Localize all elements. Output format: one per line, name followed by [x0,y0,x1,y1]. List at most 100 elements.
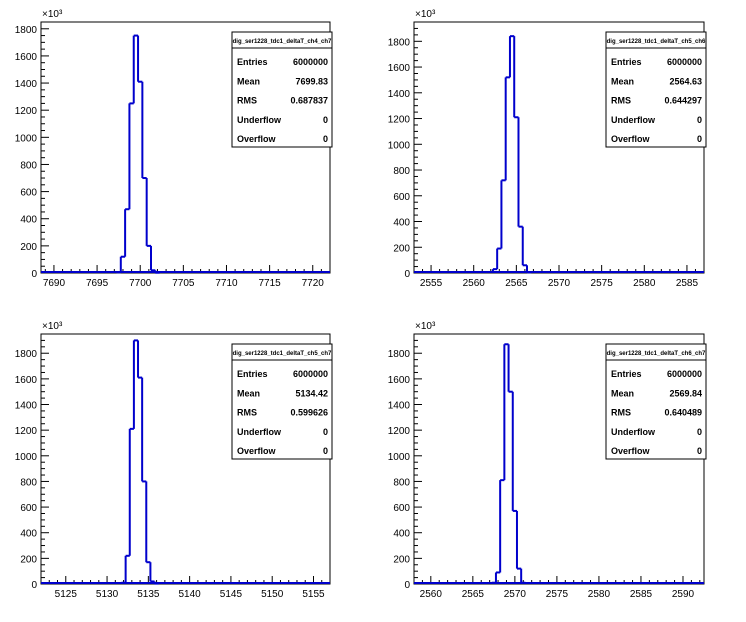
stats-label: Entries [611,57,642,67]
y-tick-label: 800 [393,477,410,488]
x-tick-label: 5145 [220,589,243,600]
stats-label: Underflow [237,427,282,437]
stats-label: Overflow [237,446,277,456]
x-tick-label: 7720 [302,278,325,289]
stats-value: 0.687837 [290,96,328,106]
x-tick-label: 2575 [591,278,614,289]
x-tick-label: 5150 [261,589,284,600]
stats-box [605,31,707,148]
x-tick-label: 7690 [43,278,66,289]
stats-label: Mean [611,388,634,398]
y-tick-label: 1400 [388,401,411,412]
x-tick-label: 2590 [672,589,695,600]
y-tick-label: 200 [20,242,37,253]
x-tick-label: 2575 [546,589,569,600]
stats-label: Underflow [611,427,656,437]
x-tick-label: 5135 [137,589,160,600]
y-tick-label: 1200 [388,426,411,437]
histogram-panel: 0 200 400 600 800 1000 1200 1400 1600 1800 5125 513… [15,321,333,600]
stats-value: 6000000 [667,369,702,379]
x-tick-label: 2580 [633,278,656,289]
y-tick-label: 1000 [388,140,411,151]
stats-box [231,343,333,460]
stats-label: Mean [237,388,260,398]
stats-label: Entries [237,57,268,67]
y-tick-label: 200 [393,554,410,565]
y-tick-label: 400 [393,218,410,229]
stats-value: 0.599626 [290,408,328,418]
stats-value: 0 [323,134,328,144]
y-tick-label: 1200 [15,426,38,437]
y-tick-label: 0 [31,269,37,280]
x-tick-label: 5140 [179,589,202,600]
x-tick-label: 2565 [462,589,485,600]
x-tick-label: 2580 [588,589,611,600]
stats-label: Underflow [237,115,282,125]
x-tick-label: 7700 [129,278,152,289]
stats-value: 0 [323,115,328,125]
y-tick-label: 1200 [15,106,38,117]
y-tick-label: 600 [20,503,37,514]
y-axis-multiplier: ×10³ [42,9,63,20]
stats-value: 0.644297 [664,96,702,106]
y-tick-label: 1400 [388,89,411,100]
stats-title: dig_ser1228_tdc1_deltaT_ch6_ch7 [607,351,706,357]
x-tick-label: 2570 [504,589,527,600]
stats-box [605,343,707,460]
y-axis-multiplier: ×10³ [415,321,436,332]
y-tick-label: 200 [20,554,37,565]
y-tick-label: 1600 [388,63,411,74]
y-tick-label: 600 [393,192,410,203]
histogram-panel: 0 200 400 600 800 1000 1200 1400 1600 1800 7690 769… [15,9,333,289]
x-tick-label: 2570 [548,278,571,289]
stats-label: Underflow [611,115,656,125]
y-tick-label: 800 [393,166,410,177]
stats-value: 0 [323,427,328,437]
stats-title: dig_ser1228_tdc1_deltaT_ch5_ch6 [607,39,706,45]
x-tick-label: 2585 [676,278,699,289]
x-tick-label: 5130 [96,589,119,600]
y-tick-label: 1400 [15,401,38,412]
y-tick-label: 1800 [388,37,411,48]
stats-value: 0 [697,134,702,144]
stats-title: dig_ser1228_tdc1_deltaT_ch4_ch7 [233,39,332,45]
stats-value: 0 [323,446,328,456]
stats-value: 2569.84 [669,388,702,398]
y-tick-label: 0 [404,269,410,280]
x-tick-label: 7710 [215,278,238,289]
stats-value: 6000000 [293,369,328,379]
y-tick-label: 1400 [15,79,38,90]
stats-label: Overflow [611,134,651,144]
y-tick-label: 1000 [15,133,38,144]
stats-value: 2564.63 [669,76,702,86]
x-tick-label: 7695 [86,278,109,289]
y-axis-multiplier: ×10³ [415,9,436,20]
y-tick-label: 1200 [388,115,411,126]
stats-value: 7699.83 [295,76,328,86]
y-tick-label: 1800 [15,349,38,360]
stats-value: 0 [697,427,702,437]
x-tick-label: 2555 [420,278,443,289]
y-tick-label: 200 [393,243,410,254]
histogram-panel: 0 200 400 600 800 1000 1200 1400 1600 1800 2560 256… [388,321,707,600]
y-tick-label: 400 [20,215,37,226]
y-tick-label: 1600 [388,375,411,386]
stats-value: 0 [697,115,702,125]
y-tick-label: 400 [20,529,37,540]
stats-label: RMS [237,96,257,106]
y-tick-label: 600 [20,188,37,199]
x-tick-label: 2560 [420,589,443,600]
stats-title: dig_ser1228_tdc1_deltaT_ch5_ch7 [233,351,332,357]
y-tick-label: 1600 [15,375,38,386]
y-tick-label: 800 [20,477,37,488]
stats-value: 5134.42 [295,388,328,398]
stats-value: 6000000 [293,57,328,67]
stats-label: Mean [611,76,634,86]
x-tick-label: 5155 [302,589,325,600]
y-tick-label: 0 [31,580,37,591]
y-tick-label: 1000 [388,452,411,463]
y-tick-label: 400 [393,529,410,540]
stats-label: Mean [237,76,260,86]
stats-value: 0.640489 [664,408,702,418]
stats-label: RMS [611,408,631,418]
